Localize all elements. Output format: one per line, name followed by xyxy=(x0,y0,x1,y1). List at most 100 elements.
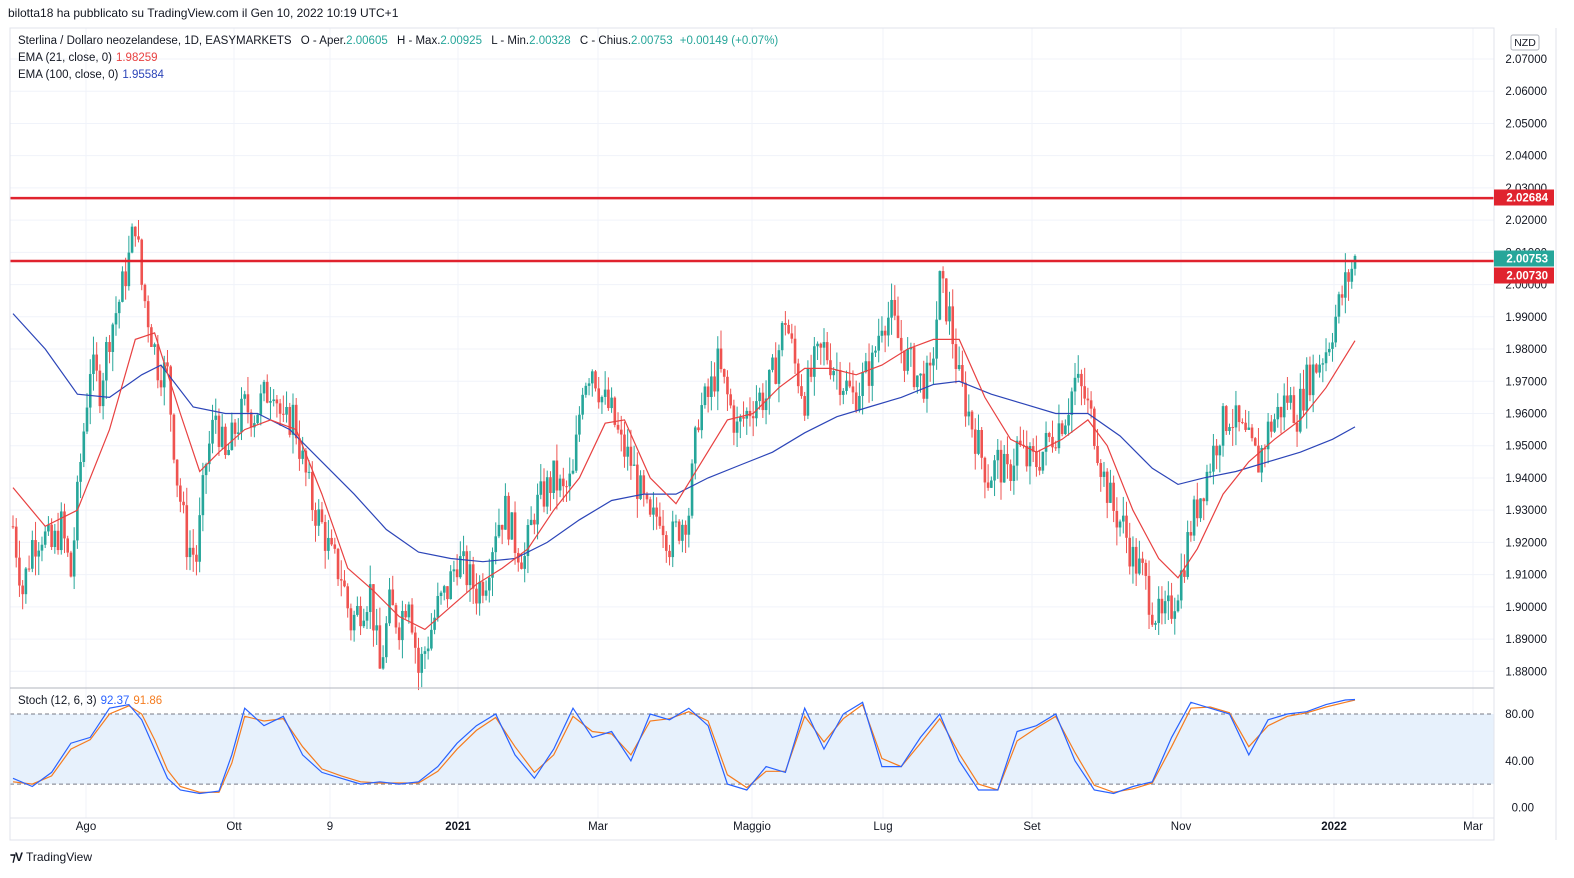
candle-body xyxy=(893,299,897,316)
candle-body xyxy=(590,371,594,384)
candle-body xyxy=(459,556,462,578)
candle-body xyxy=(1196,499,1199,519)
candle-body xyxy=(977,429,980,454)
candle-body xyxy=(304,450,308,473)
price-badge xyxy=(1494,250,1554,267)
candle-body xyxy=(298,438,301,459)
candle-body xyxy=(986,482,990,488)
symbol-legend[interactable]: Sterlina / Dollaro neozelandese, 1D, EAS… xyxy=(18,35,778,47)
candle-body xyxy=(320,509,324,523)
candle-body xyxy=(452,569,456,572)
candle-body xyxy=(813,346,816,377)
candle-body xyxy=(1250,427,1254,439)
candle-body xyxy=(529,519,533,526)
candle-body xyxy=(24,568,28,595)
candle-body xyxy=(655,507,658,517)
candle-body xyxy=(867,361,871,386)
candle-body xyxy=(14,526,18,558)
price-badge xyxy=(1494,189,1554,206)
candle-body xyxy=(1218,445,1222,456)
candle-body xyxy=(1186,532,1189,577)
stoch-tick-label: 80.00 xyxy=(1505,709,1534,721)
time-tick-label: 2021 xyxy=(445,821,471,833)
time-tick-label: 2022 xyxy=(1321,821,1347,833)
candle-body xyxy=(597,388,601,403)
candle-body xyxy=(1051,436,1054,448)
ema100-legend[interactable]: EMA (100, close, 0) 1.95584 xyxy=(18,69,164,81)
candle-body xyxy=(162,362,166,388)
candle-body xyxy=(1134,546,1138,574)
candle-body xyxy=(1144,562,1148,576)
candle-body xyxy=(346,586,349,609)
candle-body xyxy=(381,657,385,669)
candle-body xyxy=(256,414,259,424)
candle-body xyxy=(1327,348,1331,353)
price-badge-text: 2.00730 xyxy=(1506,271,1548,283)
candle-body xyxy=(674,521,678,523)
open-value: 2.00605 xyxy=(346,35,388,47)
tradingview-logo[interactable]: ⁊V TradingView xyxy=(10,850,92,864)
candle-body xyxy=(526,525,530,557)
candle-body xyxy=(829,360,832,376)
candle-body xyxy=(1276,406,1280,420)
candle-body xyxy=(970,411,974,430)
candle-body xyxy=(1215,445,1218,456)
candle-body xyxy=(172,414,176,460)
stoch-k-value: 92.37 xyxy=(100,695,130,707)
ema100-line xyxy=(12,313,1356,563)
candle-body xyxy=(1012,465,1016,481)
candle-body xyxy=(397,627,401,641)
candle-body xyxy=(999,449,1003,483)
candle-body xyxy=(916,375,919,388)
candle-body xyxy=(539,481,543,495)
candle-body xyxy=(417,647,420,673)
candle-body xyxy=(269,401,272,403)
candle-body xyxy=(27,568,31,570)
candle-body xyxy=(101,380,105,407)
ema21-legend[interactable]: EMA (21, close, 0) 1.98259 xyxy=(18,52,158,64)
stoch-legend[interactable]: Stoch (12, 6, 3) 92.37 91.86 xyxy=(18,695,162,707)
candle-body xyxy=(323,522,327,551)
candle-body xyxy=(1080,373,1083,387)
ema100-value: 1.95584 xyxy=(122,69,164,81)
candle-body xyxy=(932,358,935,366)
price-axis[interactable]: 2.070002.060002.050002.040002.030002.020… xyxy=(1505,34,1547,678)
candle-body xyxy=(845,380,848,391)
candle-body xyxy=(504,495,507,530)
candle-body xyxy=(1244,422,1247,430)
candle-body xyxy=(1105,471,1109,503)
candle-body xyxy=(1224,406,1228,432)
stoch-d-line xyxy=(12,699,1356,793)
candle-body xyxy=(1337,294,1341,317)
candle-body xyxy=(211,419,214,444)
candle-body xyxy=(1096,445,1099,464)
time-axis[interactable]: Ago Ott 9 2021 Mar Maggio Lug Set Nov 2022 Mar xyxy=(76,821,1483,833)
close-label: C - Chius. xyxy=(579,35,632,47)
stoch-axis[interactable]: 80.00 40.00 0.00 xyxy=(1505,709,1534,815)
candle-body xyxy=(259,393,263,415)
candle-body xyxy=(542,481,546,507)
candle-body xyxy=(626,446,629,457)
candle-body xyxy=(1163,601,1167,614)
horizontal-lines[interactable] xyxy=(10,196,1494,263)
pane-frames xyxy=(9,27,1557,841)
candle-body xyxy=(961,365,964,383)
candle-body xyxy=(642,475,646,494)
candle-body xyxy=(1176,600,1180,612)
candle-body xyxy=(349,608,353,631)
candle-body xyxy=(899,337,903,351)
time-tick-label: 9 xyxy=(327,821,333,833)
low-value: 2.00328 xyxy=(529,35,571,47)
candle-body xyxy=(1253,438,1257,446)
published-header: bilotta18 ha pubblicato su TradingView.c… xyxy=(8,6,399,20)
candle-body xyxy=(1350,268,1354,282)
candle-body xyxy=(50,524,53,548)
candle-body xyxy=(11,526,15,528)
candle-body xyxy=(848,380,852,387)
candle-body xyxy=(394,605,398,628)
candle-body xyxy=(291,404,295,435)
candle-body xyxy=(742,416,745,419)
candle-body xyxy=(851,386,855,393)
candle-body xyxy=(175,459,179,486)
